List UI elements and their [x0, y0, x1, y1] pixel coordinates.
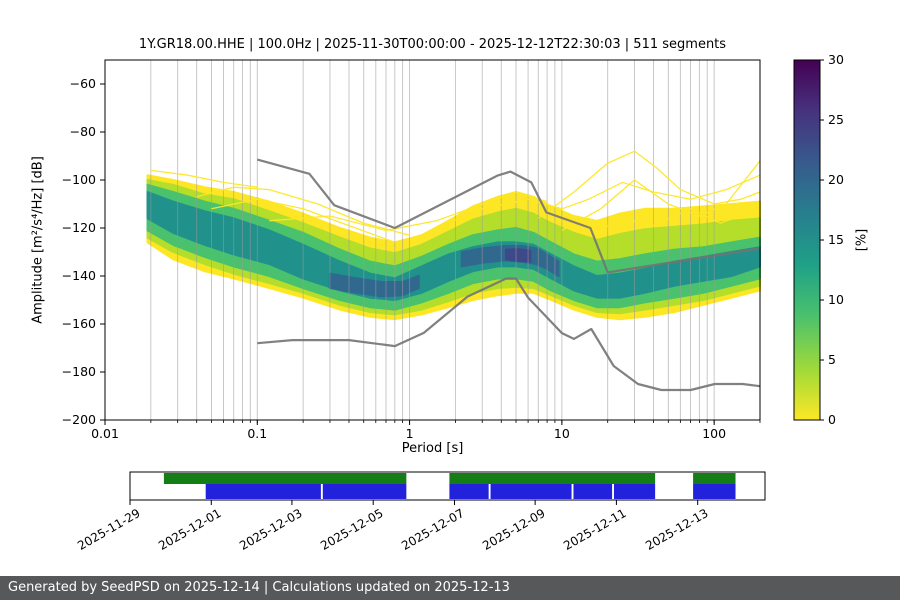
noise-model-lines	[257, 158, 761, 392]
colorbar-tick-label: 15	[828, 232, 844, 247]
psd-outlier-curve	[269, 191, 548, 232]
psd-outlier-curve	[211, 198, 396, 244]
y-tick-label: −180	[62, 364, 96, 379]
colorbar-tick-label: 10	[828, 292, 844, 307]
y-tick-label: −60	[70, 76, 96, 91]
psd-outlier-curve	[196, 186, 410, 236]
timeline-blue-segment	[693, 484, 736, 499]
psd-outlier-curve	[436, 174, 761, 229]
y-tick-label: −100	[62, 172, 96, 187]
noise-model-low	[257, 277, 761, 392]
y-tick-label: −120	[62, 220, 96, 235]
x-tick-label: 10	[554, 426, 570, 441]
availability-timeline	[129, 471, 766, 505]
colorbar: 0 5 10 15 20 25 30	[793, 52, 844, 427]
timeline-blue-segment	[205, 484, 321, 499]
x-tick-label: 0.01	[91, 426, 119, 441]
colorbar-tick-label: 20	[828, 172, 844, 187]
x-tick-label: 100	[702, 426, 726, 441]
colorbar-tick-label: 30	[828, 52, 844, 67]
x-axis-label: Period [s]	[401, 441, 464, 456]
y-tick-label: −140	[62, 268, 96, 283]
footer-text: Generated by SeedPSD on 2025-12-14 | Cal…	[8, 580, 510, 595]
plot-border	[104, 59, 761, 421]
x-tick-label: 0.1	[247, 426, 267, 441]
timeline-green-segment	[693, 473, 736, 484]
timeline-green-segment	[449, 473, 656, 484]
psd-outlier-curve	[561, 160, 761, 231]
colorbar-tick-label: 5	[828, 352, 836, 367]
noise-model-high	[257, 158, 761, 274]
timeline-blue-segment	[322, 484, 407, 499]
colorbar-tick-label: 25	[828, 112, 844, 127]
colorbar-tick-label: 0	[828, 412, 836, 427]
x-tick-label: 1	[406, 426, 414, 441]
footer-bar: Generated by SeedPSD on 2025-12-14 | Cal…	[0, 576, 900, 600]
plot-title: 1Y.GR18.00.HHE | 100.0Hz | 2025-11-30T00…	[138, 37, 727, 52]
colorbar-label: [%]	[854, 228, 870, 252]
density-band-blue-trough	[328, 272, 420, 298]
ppsd-plot-canvas: 0.01 0.1 1 10 100−200−180−160−140−120−100−80…	[62, 52, 844, 505]
density-band-blue-peak	[460, 245, 560, 277]
timeline-blue-segment	[490, 484, 572, 499]
psd-outlier-curves	[150, 150, 761, 244]
density-band-dark-knot	[505, 248, 532, 263]
y-tick-label: −160	[62, 316, 96, 331]
psd-outlier-curve	[588, 208, 761, 236]
grid-lines	[104, 60, 761, 420]
psd-outlier-curve	[150, 169, 258, 188]
psd-outlier-curve	[537, 150, 761, 219]
timeline-blue-segment	[449, 484, 489, 499]
y-tick-label: −80	[70, 124, 96, 139]
y-axis-label: Amplitude [m²/s⁴/Hz] [dB]	[30, 156, 46, 324]
axes: 0.01 0.1 1 10 100 −200 −180 −160 −140 −120 −100 −80…	[62, 59, 761, 441]
colorbar-gradient	[793, 59, 821, 421]
timeline-blue-segment	[573, 484, 613, 499]
timeline-green-segment	[163, 473, 407, 484]
y-tick-label: −200	[62, 412, 96, 427]
timeline-blue-segment	[613, 484, 656, 499]
